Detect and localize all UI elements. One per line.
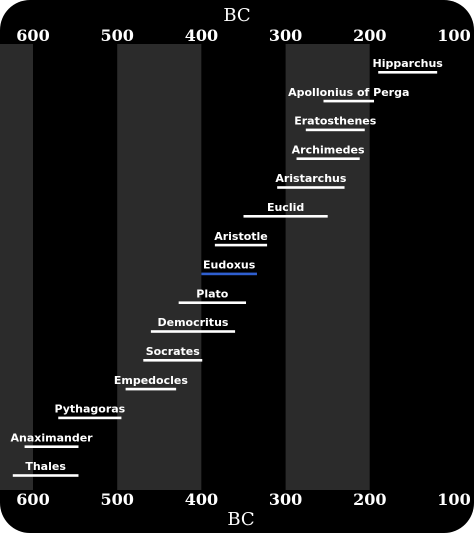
person-name: Eudoxus xyxy=(203,259,256,272)
lifespan-item: Socrates xyxy=(143,345,203,362)
lifespan-bar xyxy=(323,99,375,103)
person-name: Euclid xyxy=(267,201,304,214)
century-bands xyxy=(0,44,454,490)
century-band xyxy=(117,44,202,490)
lifespan-bar xyxy=(214,243,268,247)
tick-label: 100 xyxy=(437,490,470,509)
lifespan-bar xyxy=(178,301,247,304)
lifespan-item: Eratosthenes xyxy=(294,115,377,132)
person-name: Anaximander xyxy=(10,431,93,444)
person-name: Apollonius of Perga xyxy=(288,86,409,99)
lifespan-bar xyxy=(150,330,236,333)
person-name: Empedocles xyxy=(114,374,188,387)
lifespan-item: Thales xyxy=(12,460,79,477)
lifespan-bar xyxy=(305,128,365,132)
era-label-bottom: BC xyxy=(227,509,254,530)
lifespan-bar xyxy=(125,387,177,391)
lifespan-bar xyxy=(296,157,360,160)
person-name: Pythagoras xyxy=(54,403,125,416)
lifespan-bar xyxy=(12,474,79,477)
person-name: Aristotle xyxy=(214,230,268,243)
century-band xyxy=(369,44,454,490)
lifespan-item: Plato xyxy=(178,287,247,304)
tick-label: 300 xyxy=(269,26,302,45)
lifespan-item: Apollonius of Perga xyxy=(288,86,409,103)
lifespan-item: Hipparchus xyxy=(373,57,444,74)
bottom-axis: BC 600 500 400 300 200 100 xyxy=(16,490,470,530)
person-name: Thales xyxy=(25,460,66,473)
tick-label: 300 xyxy=(269,490,302,509)
person-name: Archimedes xyxy=(292,143,365,156)
lifespan-bar xyxy=(277,186,345,189)
tick-label: 500 xyxy=(100,490,133,509)
tick-label: 200 xyxy=(353,490,386,509)
top-axis: BC 600 500 400 300 200 100 xyxy=(16,5,470,45)
tick-label: 200 xyxy=(353,26,386,45)
lifespan-bar xyxy=(58,416,122,420)
tick-label: 600 xyxy=(16,26,49,45)
lifespan-item: Aristarchus xyxy=(275,172,347,189)
tick-label: 500 xyxy=(100,26,133,45)
lifespan-item: Democritus xyxy=(150,316,236,333)
lifespan-bar xyxy=(201,272,257,276)
lifespan-item: Euclid xyxy=(243,201,328,218)
lifespan-item: Anaximander xyxy=(10,431,93,448)
lifespan-item: Empedocles xyxy=(114,374,188,391)
lifespan-item: Pythagoras xyxy=(54,403,126,420)
person-name: Aristarchus xyxy=(275,172,347,185)
tick-label: 100 xyxy=(437,26,470,45)
person-name: Eratosthenes xyxy=(294,115,377,128)
tick-label: 600 xyxy=(16,490,49,509)
lifespan-bar xyxy=(24,445,79,448)
lifespan-bar xyxy=(143,359,203,362)
lifespan-bar xyxy=(243,215,328,218)
person-name: Democritus xyxy=(157,316,228,329)
century-band xyxy=(0,44,33,490)
century-band xyxy=(285,44,370,490)
century-band xyxy=(33,44,118,490)
lifespan-item: Aristotle xyxy=(214,230,268,247)
tick-label: 400 xyxy=(185,490,218,509)
tick-label: 400 xyxy=(185,26,218,45)
lifespan-item: Archimedes xyxy=(292,143,365,160)
person-name: Plato xyxy=(196,287,229,300)
lifespan-item: Eudoxus xyxy=(201,259,257,276)
century-band xyxy=(201,44,286,490)
lifespan-bar xyxy=(378,71,438,74)
era-label-top: BC xyxy=(223,5,250,26)
person-name: Socrates xyxy=(146,345,201,358)
lifespan-list: Hipparchus Apollonius of Perga Eratosthene… xyxy=(10,57,443,477)
person-name: Hipparchus xyxy=(373,57,444,70)
